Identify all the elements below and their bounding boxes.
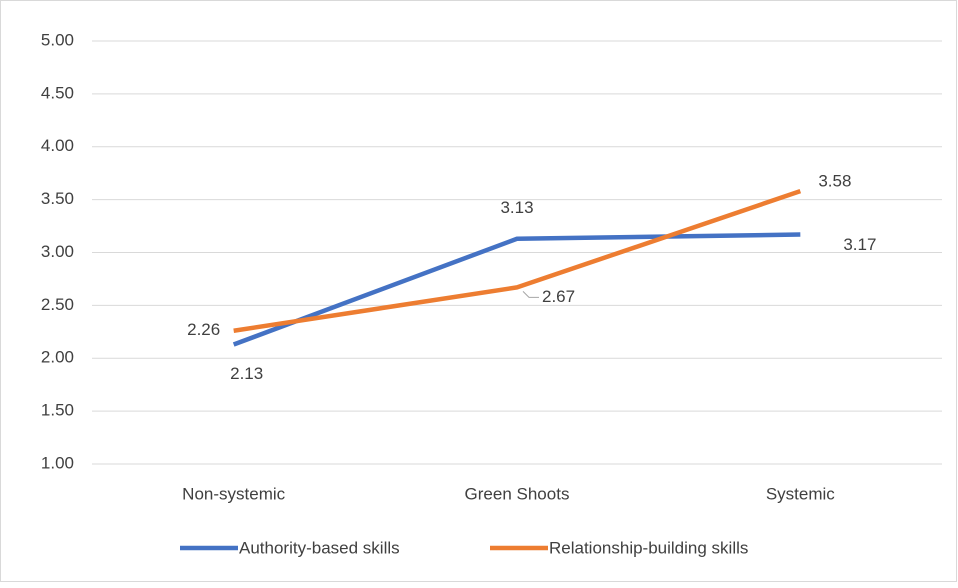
x-tick-label: Green Shoots (465, 484, 570, 503)
legend-label: Relationship-building skills (549, 538, 748, 557)
data-label: 2.67 (542, 287, 575, 306)
y-tick-label: 5.00 (41, 30, 74, 49)
x-tick-label: Non-systemic (182, 484, 285, 503)
series-line (232, 232, 801, 347)
y-tick-label: 3.50 (41, 189, 74, 208)
data-label: 3.13 (500, 198, 533, 217)
x-tick-label: Systemic (766, 484, 835, 503)
legend-label: Authority-based skills (239, 538, 400, 557)
y-tick-label: 4.00 (41, 136, 74, 155)
y-tick-label: 2.50 (41, 295, 74, 314)
y-tick-label: 1.00 (41, 453, 74, 472)
data-label: 2.13 (230, 364, 263, 383)
data-label: 3.58 (818, 172, 851, 191)
data-label: 2.26 (187, 320, 220, 339)
data-label: 3.17 (843, 235, 876, 254)
y-tick-label: 3.00 (41, 242, 74, 261)
leader-line (522, 291, 539, 298)
y-tick-label: 2.00 (41, 348, 74, 367)
y-tick-label: 1.50 (41, 401, 74, 420)
series-line (233, 189, 802, 333)
y-tick-label: 4.50 (41, 83, 74, 102)
